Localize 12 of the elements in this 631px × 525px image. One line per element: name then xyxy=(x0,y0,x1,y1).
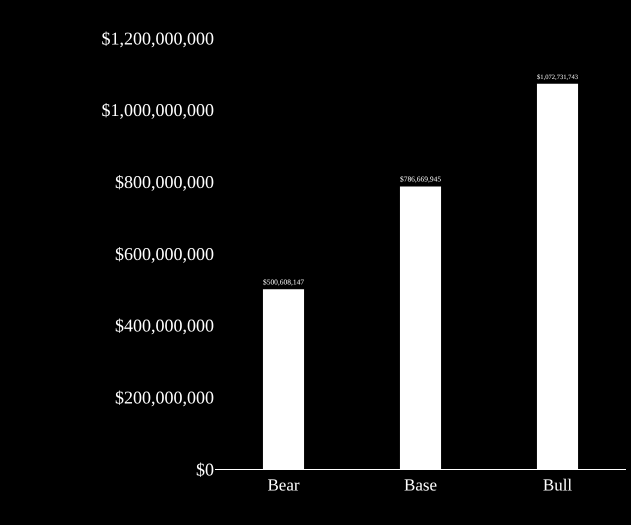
x-tick-label: Bull xyxy=(542,475,572,494)
y-tick-label: $1,000,000,000 xyxy=(102,100,214,120)
x-tick-label: Base xyxy=(404,475,438,494)
data-label: $500,608,147 xyxy=(262,277,304,286)
y-tick-label: $0 xyxy=(196,459,214,480)
y-tick-label: $1,200,000,000 xyxy=(102,28,214,48)
y-tick-label: $800,000,000 xyxy=(115,172,214,192)
y-tick-label: $400,000,000 xyxy=(115,316,214,336)
y-tick-label: $200,000,000 xyxy=(115,387,214,408)
y-tick-label: $600,000,000 xyxy=(115,244,214,264)
data-label: $786,669,945 xyxy=(400,174,442,184)
x-tick-label: Bear xyxy=(267,475,300,494)
